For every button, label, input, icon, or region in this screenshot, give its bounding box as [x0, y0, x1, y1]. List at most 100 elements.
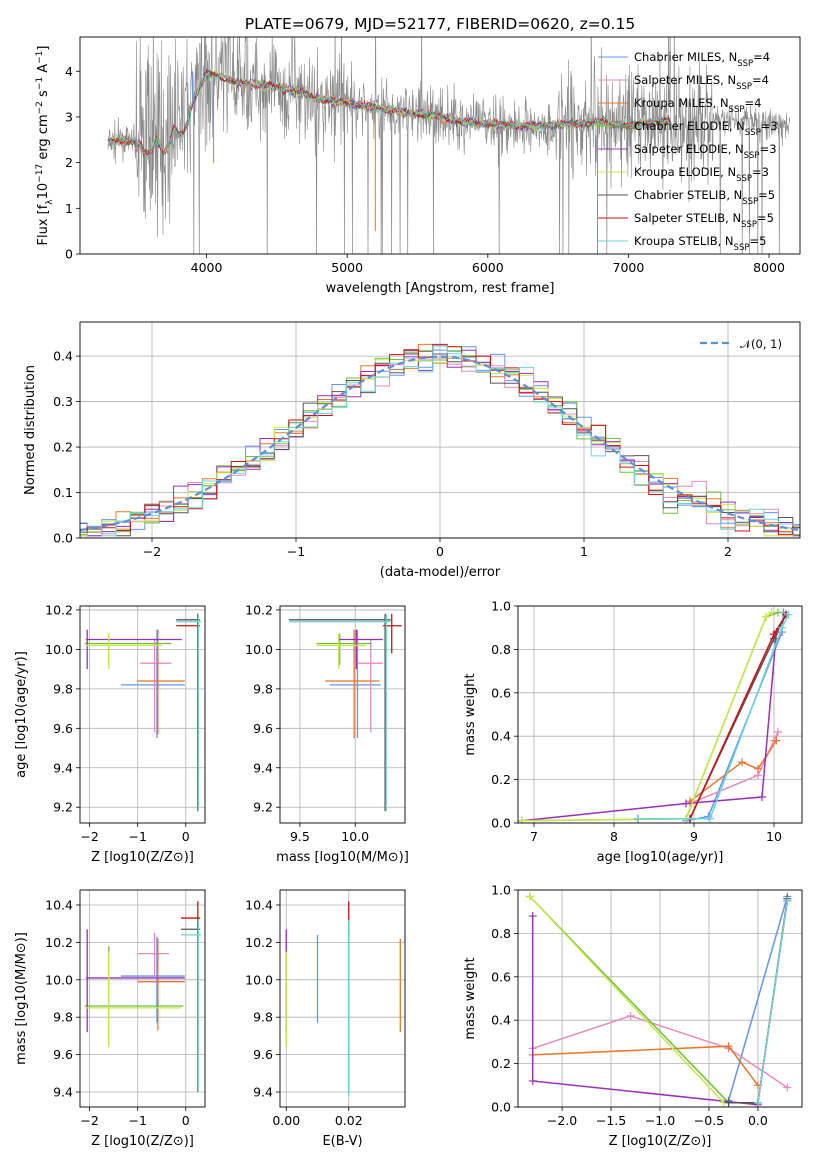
x-axis-label: E(B-V) — [322, 1134, 362, 1149]
x-tick-label: 5000 — [331, 260, 363, 275]
x-tick-label: 8 — [610, 829, 618, 844]
series-line-chabrier-stelib — [638, 614, 787, 820]
model-spectrum-chabrier-stelib — [107, 69, 671, 156]
y-axis-label: mass weight — [463, 673, 478, 755]
y-axis-label: age [log10(age/yr)] — [14, 651, 29, 778]
series-marker-kroupa-elodie — [518, 816, 526, 823]
figure-title: PLATE=0679, MJD=52177, FIBERID=0620, z=0… — [245, 15, 635, 33]
y-tick-label: 10.2 — [45, 602, 73, 617]
y-tick-label: 10.2 — [45, 935, 73, 950]
series-line-salpeter-elodie — [521, 631, 778, 822]
y-axis-label: Normed distribution — [23, 365, 38, 495]
plot-area — [285, 901, 401, 1096]
series-line-salpeter-stelib — [638, 614, 787, 820]
panel-age_vs_Z: −2 −1 0 9.2 9.4 9.6 9.8 10.0 10.2 Z [log10(Z/Z⊙)]… — [14, 602, 206, 865]
x-axis-label: wavelength [Angstrom, rest frame] — [326, 281, 555, 296]
y-axis-label: Flux [fλ10−17 erg cm−2 s−1 A−1] — [35, 46, 55, 246]
axes-frame — [517, 889, 803, 1108]
axes-frame — [79, 321, 801, 539]
x-tick-label: −1.5 — [596, 1113, 626, 1128]
axes-frame — [279, 605, 406, 824]
series-line-salpeter-elodie — [531, 916, 758, 1106]
y-tick-label: 9.4 — [253, 760, 273, 775]
series-line-chabrier-miles — [727, 896, 789, 1101]
x-axis-label: Z [log10(Z/Z⊙)] — [91, 1134, 194, 1149]
series-line-chabrier-elodie — [521, 611, 779, 822]
series-marker-salpeter-stelib — [770, 630, 778, 639]
x-tick-label: −1 — [287, 544, 305, 559]
legend-label-gaussian: 𝒩(0, 1) — [740, 337, 782, 351]
y-axis-label: mass [log10(M/M⊙)] — [14, 932, 29, 1065]
series-line-kroupa-elodie — [521, 611, 773, 822]
panel-cumulative_mass_weight_vs_age: 7 8 9 10 0.0 0.2 0.4 0.6 0.8 1.0 age [log10(age/yr… — [463, 599, 803, 865]
plot-area — [525, 892, 792, 1107]
y-tick-label: 0.4 — [53, 349, 73, 364]
plot-area — [107, 37, 791, 254]
y-tick-label: 0.6 — [491, 969, 511, 984]
y-tick-label: 10.0 — [245, 972, 273, 987]
y-tick-label: 9.2 — [53, 800, 73, 815]
y-tick-label: 9.4 — [253, 1085, 273, 1100]
y-axis-label: mass weight — [463, 957, 478, 1039]
panel-spectrum: 4000 5000 6000 7000 8000 0 1 2 3 4 Chabrier MILES,… — [35, 36, 801, 296]
y-tick-label: 1 — [65, 201, 73, 216]
y-tick-label: 10.0 — [45, 642, 73, 657]
series-marker-kroupa-miles — [738, 758, 746, 767]
plot-area — [80, 343, 800, 537]
series-marker-kroupa-stelib — [706, 814, 714, 823]
panel-mass_weight_vs_Z: −2.0 −1.5 −1.0 −0.5 0.0 0.0 0.2 0.4 0.6 0.8 1.0 Z [… — [463, 883, 803, 1149]
x-tick-label: −1 — [128, 1113, 146, 1128]
series-marker-kroupa-stelib — [783, 896, 792, 905]
gaussian-curve — [80, 355, 800, 532]
y-tick-label: 0.8 — [491, 926, 511, 941]
x-tick-label: 6000 — [472, 260, 504, 275]
series-line-kroupa-stelib — [757, 900, 789, 1103]
y-tick-label: 9.4 — [53, 1085, 73, 1100]
y-tick-label: 9.6 — [53, 1047, 73, 1062]
y-tick-label: 0.4 — [491, 729, 511, 744]
x-tick-label: 0.00 — [272, 1113, 300, 1128]
series-marker-kroupa-miles — [772, 736, 781, 745]
y-tick-label: 0.2 — [491, 772, 511, 787]
y-tick-label: 10.4 — [45, 897, 73, 912]
x-tick-label: 0 — [182, 1113, 190, 1128]
y-tick-label: 9.8 — [53, 681, 73, 696]
plot-area — [84, 613, 202, 812]
y-tick-label: 9.6 — [253, 1047, 273, 1062]
x-tick-label: 0 — [436, 544, 444, 559]
legend-label-salpeter-miles: Salpeter MILES, NSSP=4 — [634, 73, 769, 92]
x-tick-label: 7000 — [613, 260, 645, 275]
y-tick-label: 0.6 — [491, 685, 511, 700]
legend: Chabrier MILES, NSSP=4 Salpeter MILES, NS… — [598, 50, 778, 253]
series-marker-kroupa-stelib — [634, 814, 642, 823]
legend-label-salpeter-stelib: Salpeter STELIB, NSSP=5 — [634, 211, 774, 230]
y-tick-label: 9.6 — [253, 721, 273, 736]
x-tick-label: 4000 — [191, 260, 223, 275]
y-tick-label: 0.4 — [491, 1013, 511, 1028]
x-tick-label: 9.5 — [290, 829, 310, 844]
y-tick-label: 9.2 — [253, 800, 273, 815]
legend-label-chabrier-miles: Chabrier MILES, NSSP=4 — [634, 50, 770, 69]
series-marker-salpeter-miles — [626, 1011, 635, 1020]
series-marker-kroupa-miles — [754, 764, 762, 773]
x-tick-label: 7 — [530, 829, 538, 844]
panel-mass_vs_EBV: 0.00 0.02 9.4 9.6 9.8 10.0 10.2 10.4 E(B-V) — [245, 889, 406, 1149]
histogram-kroupa-stelib — [80, 345, 800, 537]
y-tick-label: 10.0 — [245, 642, 273, 657]
x-tick-label: 1 — [580, 544, 588, 559]
series-line-kroupa-stelib — [638, 614, 790, 820]
x-tick-label: −2 — [80, 829, 98, 844]
series-marker-salpeter-elodie — [528, 912, 537, 921]
panel-age_vs_mass: 9.5 10.0 9.2 9.4 9.6 9.8 10.0 10.2 mass [log10(M… — [245, 602, 409, 865]
y-tick-label: 9.4 — [53, 760, 73, 775]
model-spectrum-kroupa-stelib — [107, 71, 671, 161]
y-tick-label: 10.2 — [245, 935, 273, 950]
y-tick-label: 10.0 — [45, 972, 73, 987]
legend-label-kroupa-stelib: Kroupa STELIB, NSSP=5 — [634, 234, 766, 253]
series-marker-salpeter-elodie — [758, 792, 766, 801]
x-axis-label: (data-model)/error — [380, 565, 501, 580]
series-marker-kroupa-stelib — [784, 610, 793, 619]
plot-area — [84, 901, 202, 1093]
plot-area — [518, 608, 793, 823]
axes-frame — [517, 605, 803, 824]
